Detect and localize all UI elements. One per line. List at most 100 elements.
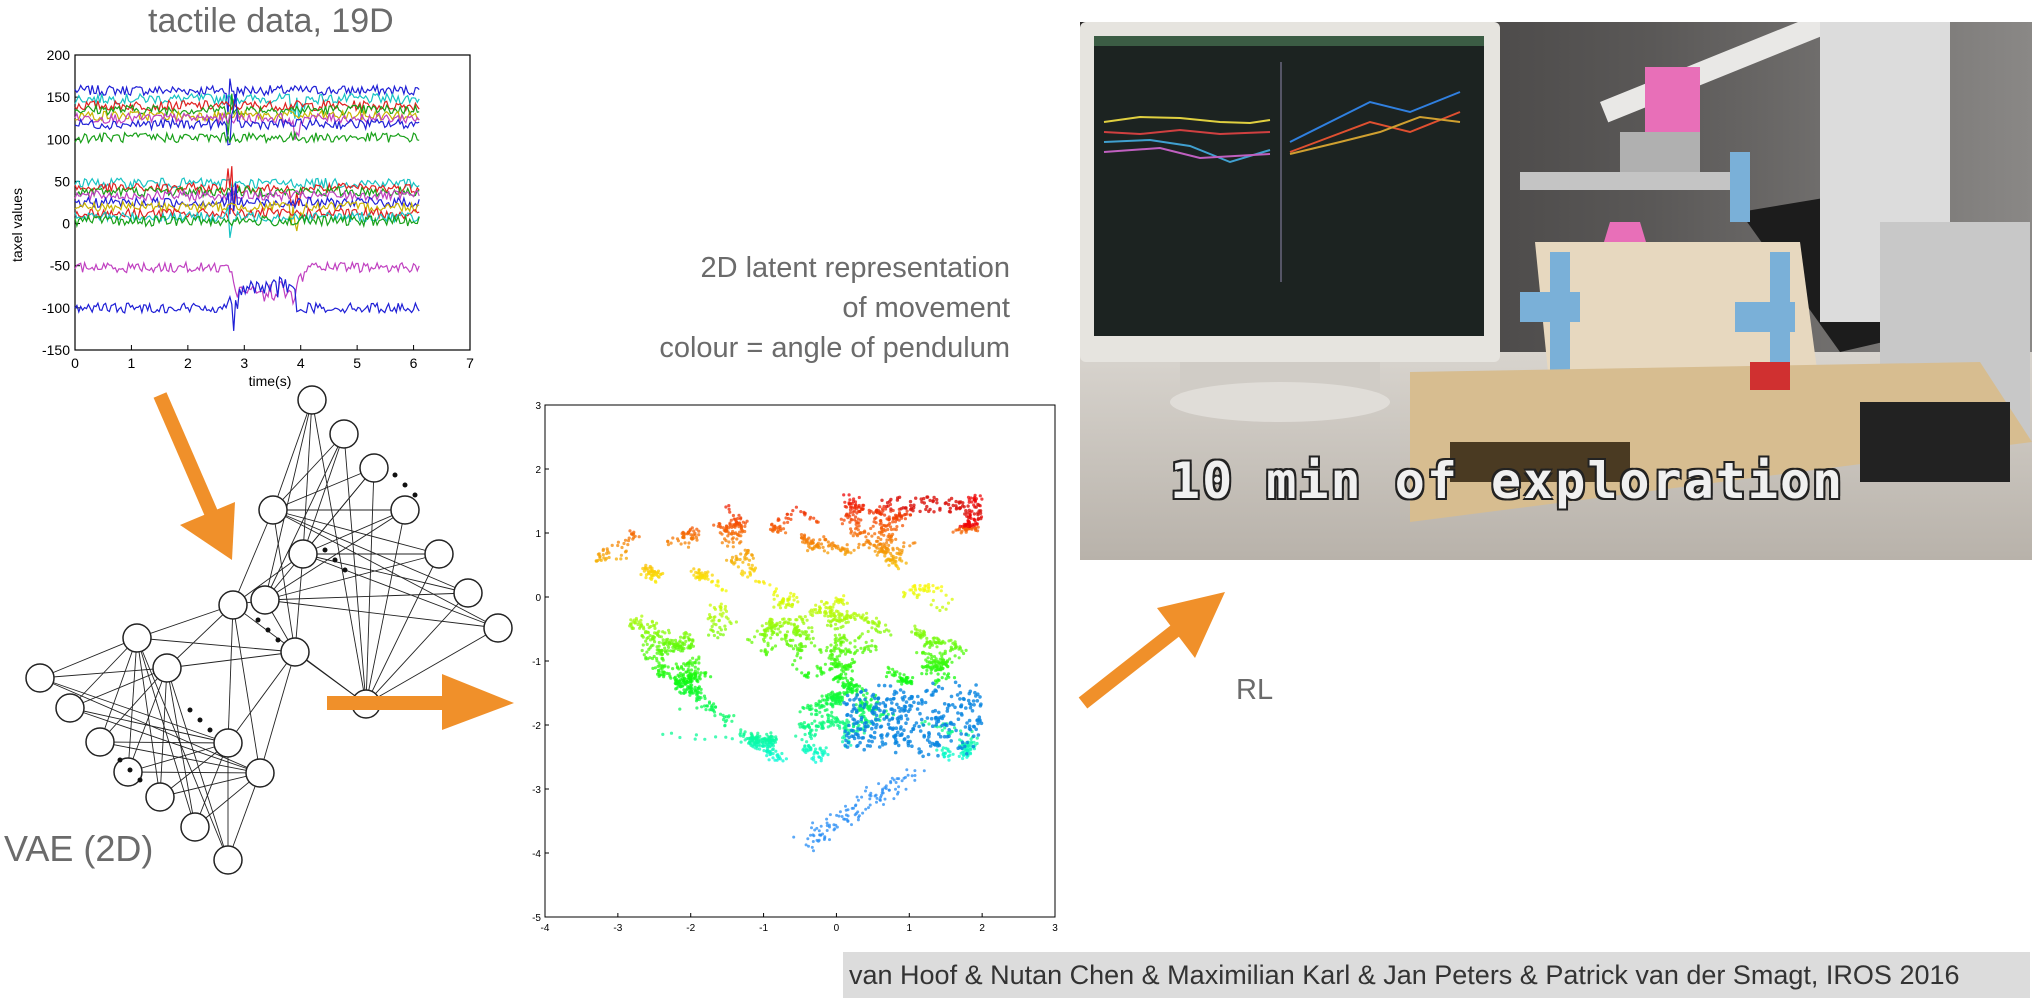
latent-point	[932, 590, 936, 594]
latent-point	[901, 524, 905, 528]
latent-point	[976, 525, 980, 529]
latent-point	[828, 606, 832, 610]
latent-point	[832, 602, 836, 606]
latent-point	[656, 631, 660, 635]
latent-point	[728, 521, 732, 525]
latent-point	[962, 753, 966, 757]
latent-point	[638, 626, 642, 630]
latent-point	[878, 505, 882, 509]
latent-point	[778, 630, 782, 634]
latent-point	[904, 713, 908, 718]
latent-point	[913, 541, 917, 545]
latent-point	[885, 524, 889, 528]
latent-point	[935, 501, 939, 505]
latent-point	[884, 541, 889, 545]
latent-point	[710, 624, 714, 629]
latent-point	[949, 496, 954, 501]
latent-point	[741, 560, 745, 564]
network-node	[55, 693, 85, 723]
latent-point	[839, 517, 843, 521]
latent-point	[699, 687, 703, 691]
latent-point	[925, 495, 930, 499]
latent-point	[646, 657, 650, 661]
latent-point	[825, 601, 829, 605]
latent-point	[774, 587, 778, 591]
latent-point	[802, 706, 806, 710]
latent-point	[966, 495, 971, 499]
latent-point	[733, 517, 737, 521]
latent-point	[833, 637, 837, 642]
latent-point	[975, 699, 980, 703]
latent-point	[755, 744, 759, 748]
latent-point	[918, 583, 922, 588]
video-overlay-caption: 10 min of exploration	[1170, 452, 1845, 510]
latent-point	[671, 536, 675, 540]
latent-point	[788, 603, 792, 607]
network-edge	[365, 467, 375, 705]
latent-point	[948, 506, 952, 510]
latent-point	[810, 721, 814, 726]
latent-point	[821, 752, 825, 756]
scatter-x-tick-label: -3	[613, 923, 622, 934]
latent-point	[684, 670, 688, 674]
latent-point	[640, 648, 644, 653]
latent-point	[832, 614, 836, 618]
latent-point	[818, 648, 822, 652]
vae-network-diagram	[25, 385, 513, 875]
latent-point	[678, 685, 682, 689]
latent-point	[818, 606, 822, 610]
latent-point	[829, 693, 833, 697]
latent-point	[840, 522, 844, 526]
latent-point	[862, 705, 866, 710]
latent-point	[743, 557, 747, 561]
latent-point	[807, 536, 811, 540]
latent-point	[851, 499, 855, 503]
latent-point	[845, 543, 849, 547]
latent-point	[873, 549, 877, 553]
latent-point	[903, 708, 907, 713]
latent-point	[963, 744, 967, 749]
latent-point	[874, 725, 878, 730]
latent-point	[851, 513, 855, 517]
latent-point	[856, 545, 861, 550]
latent-point	[841, 681, 845, 685]
tactile-series-line	[74, 183, 420, 215]
latent-point	[858, 708, 862, 712]
latent-point	[639, 572, 643, 577]
network-edge	[264, 599, 499, 629]
latent-point	[944, 593, 948, 597]
latent-point	[953, 726, 957, 730]
latent-point	[937, 668, 941, 672]
latent-point	[960, 713, 964, 717]
latent-point	[876, 536, 880, 540]
latent-point	[954, 728, 958, 733]
latent-point	[841, 736, 845, 740]
latent-point	[823, 538, 827, 542]
latent-point	[679, 682, 683, 686]
latent-point	[835, 696, 839, 700]
network-node	[245, 758, 275, 788]
latent-point	[916, 631, 920, 635]
latent-point	[659, 666, 663, 670]
latent-point	[886, 557, 890, 561]
latent-point	[682, 662, 686, 666]
latent-point	[944, 677, 948, 681]
network-node	[25, 663, 55, 693]
latent-point	[835, 655, 839, 659]
latent-point	[845, 609, 849, 614]
latent-point	[946, 754, 950, 758]
latent-point	[657, 671, 661, 675]
latent-point	[652, 573, 656, 577]
latent-point	[710, 579, 715, 583]
latent-point	[658, 663, 662, 667]
network-edge	[136, 637, 229, 861]
latent-point	[887, 667, 891, 671]
latent-point	[887, 543, 891, 547]
latent-point	[686, 667, 690, 672]
latent-point	[853, 650, 858, 654]
latent-point	[757, 580, 762, 584]
latent-point	[899, 678, 903, 682]
latent-point	[940, 686, 945, 691]
latent-point	[845, 679, 849, 683]
latent-point	[968, 751, 972, 755]
